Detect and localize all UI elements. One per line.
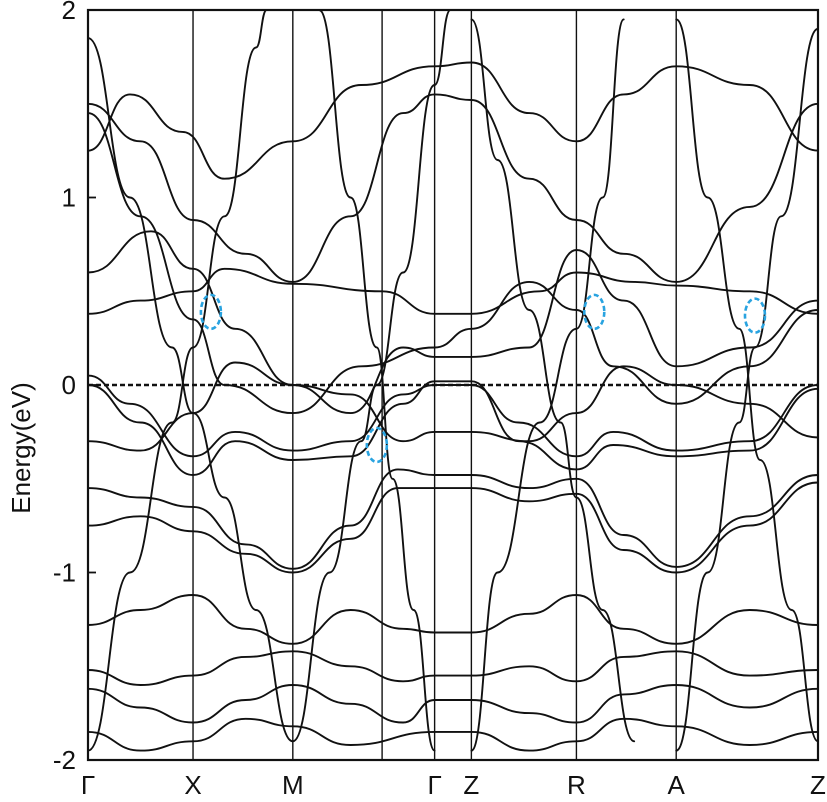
y-axis-ticks: 2 1 0 -1 -2 — [53, 0, 96, 775]
band-line-10 — [87, 112, 819, 415]
band-line-5 — [87, 481, 819, 574]
y-tick-label: -2 — [53, 745, 76, 775]
highlight-markers — [199, 293, 767, 464]
band-line-12 — [87, 361, 819, 452]
band-line-20 — [675, 18, 819, 743]
x-tick-label: R — [567, 770, 586, 800]
x-tick-label: Γ — [427, 770, 441, 800]
highlight-ring — [199, 293, 223, 331]
band-line-6 — [87, 650, 819, 686]
x-tick-label: X — [184, 770, 201, 800]
band-line-7 — [87, 684, 819, 724]
band-line-15 — [470, 18, 636, 743]
highlight-ring — [365, 426, 389, 464]
band-line-19 — [470, 18, 625, 752]
band-line-21 — [87, 61, 819, 180]
highlight-ring — [743, 297, 767, 334]
band-line-9 — [87, 93, 819, 283]
band-line-13 — [87, 37, 294, 743]
band-line-17 — [87, 9, 268, 752]
band-line-3 — [87, 380, 819, 476]
x-tick-label: A — [668, 770, 686, 800]
band-line-18 — [318, 9, 436, 752]
x-tick-label: Γ — [81, 770, 95, 800]
band-line-22 — [87, 717, 819, 752]
y-tick-label: 1 — [62, 183, 76, 213]
band-line-1 — [87, 267, 819, 315]
y-tick-label: -1 — [53, 558, 76, 588]
band-line-16 — [675, 27, 819, 752]
highlight-ring — [582, 293, 606, 331]
bands-layer — [87, 9, 819, 752]
y-tick-label: 2 — [62, 0, 76, 25]
band-line-8 — [87, 594, 819, 645]
x-tick-label: M — [282, 770, 304, 800]
x-tick-label: Z — [810, 770, 826, 800]
y-tick-label: 0 — [62, 370, 76, 400]
y-axis-label: Energy(eV) — [6, 382, 36, 514]
x-tick-label: Z — [463, 770, 479, 800]
